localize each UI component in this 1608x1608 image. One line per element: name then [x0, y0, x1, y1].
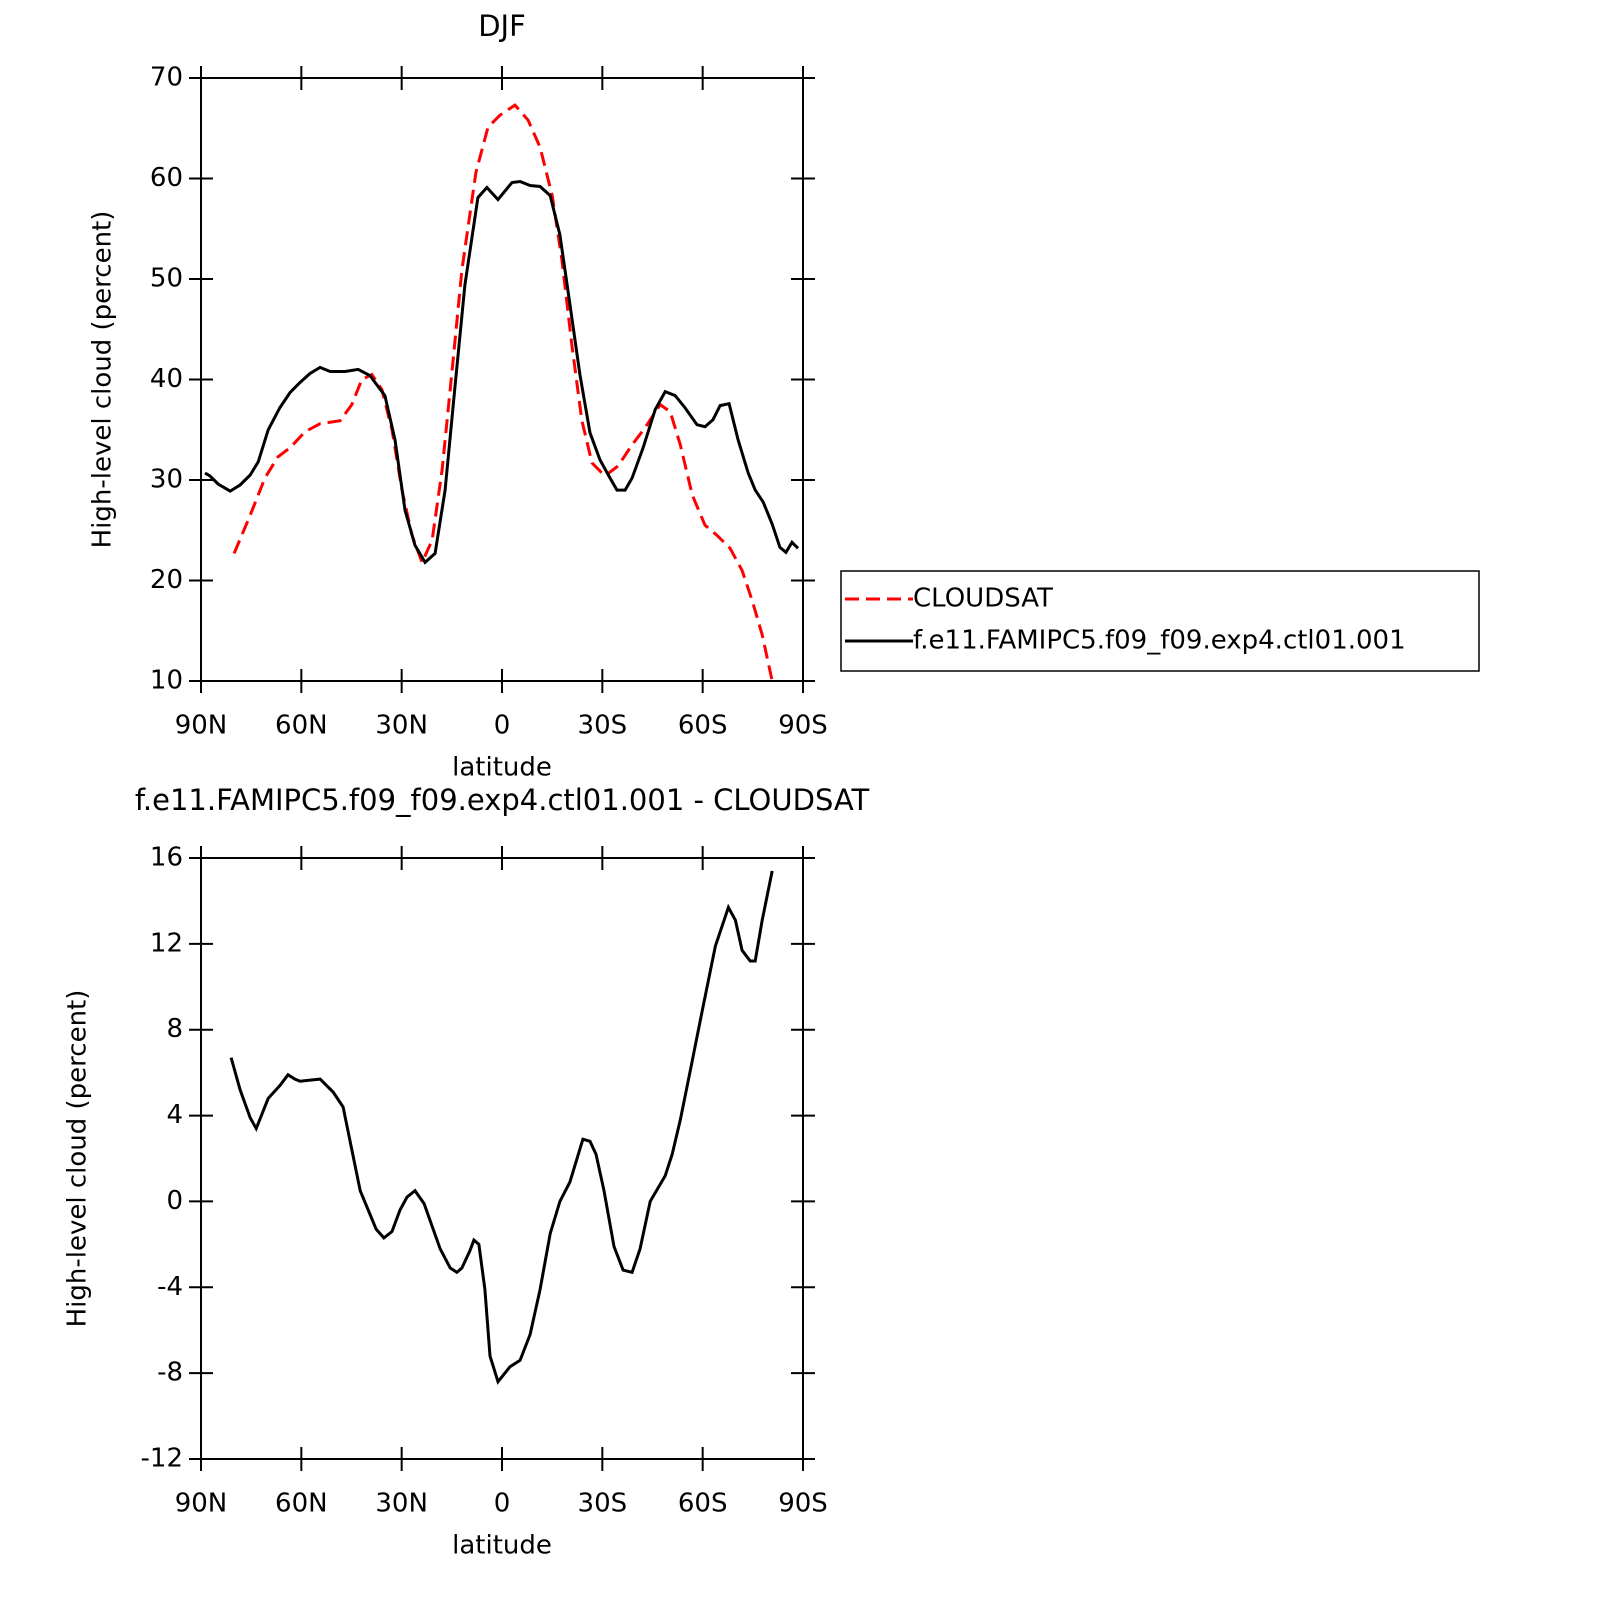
x-tick-label: 90N [175, 1489, 228, 1519]
y-tick-label: -4 [157, 1272, 183, 1302]
y-tick-label: 70 [150, 63, 183, 93]
x-tick-label: 90S [778, 711, 828, 741]
y-tick-label: 60 [150, 163, 183, 193]
x-tick-label: 0 [494, 1489, 511, 1519]
y-tick-label: 8 [166, 1014, 183, 1044]
x-tick-label: 60N [275, 1489, 328, 1519]
x-tick-label: 60N [275, 711, 328, 741]
legend-label: CLOUDSAT [913, 584, 1053, 614]
y-tick-label: 0 [166, 1186, 183, 1216]
y-tick-label: -8 [157, 1358, 183, 1388]
x-tick-label: 30S [578, 711, 628, 741]
y-tick-label: 16 [150, 843, 183, 873]
legend-label: f.e11.FAMIPC5.f09_f09.exp4.ctl01.001 [913, 626, 1406, 656]
y-tick-label: 50 [150, 264, 183, 294]
x-tick-label: 0 [494, 711, 511, 741]
chart-title: f.e11.FAMIPC5.f09_f09.exp4.ctl01.001 - C… [135, 783, 870, 817]
x-tick-label: 60S [678, 1489, 728, 1519]
y-axis-label: High-level cloud (percent) [63, 990, 93, 1328]
y-tick-label: 4 [166, 1100, 183, 1130]
x-tick-label: 60S [678, 711, 728, 741]
plot-frame [200, 857, 804, 1460]
x-tick-label: 90S [778, 1489, 828, 1519]
x-tick-label: 30N [375, 1489, 428, 1519]
data-line [229, 870, 774, 1385]
y-tick-label: 30 [150, 465, 183, 495]
plot-frame [200, 77, 804, 682]
chart-title: DJF [478, 9, 526, 43]
x-axis-label: latitude [452, 1531, 552, 1561]
y-tick-label: 40 [150, 364, 183, 394]
y-tick-label: 20 [150, 565, 183, 595]
x-tick-label: 30S [578, 1489, 628, 1519]
legend-box [840, 570, 1480, 672]
y-tick-label: -12 [141, 1444, 183, 1474]
y-axis-label: High-level cloud (percent) [88, 211, 118, 549]
x-tick-label: 30N [375, 711, 428, 741]
y-tick-label: 10 [150, 666, 183, 696]
data-line [232, 103, 774, 682]
x-axis-label: latitude [452, 753, 552, 783]
y-tick-label: 12 [150, 928, 183, 958]
data-line [204, 179, 800, 565]
x-tick-label: 90N [175, 711, 228, 741]
